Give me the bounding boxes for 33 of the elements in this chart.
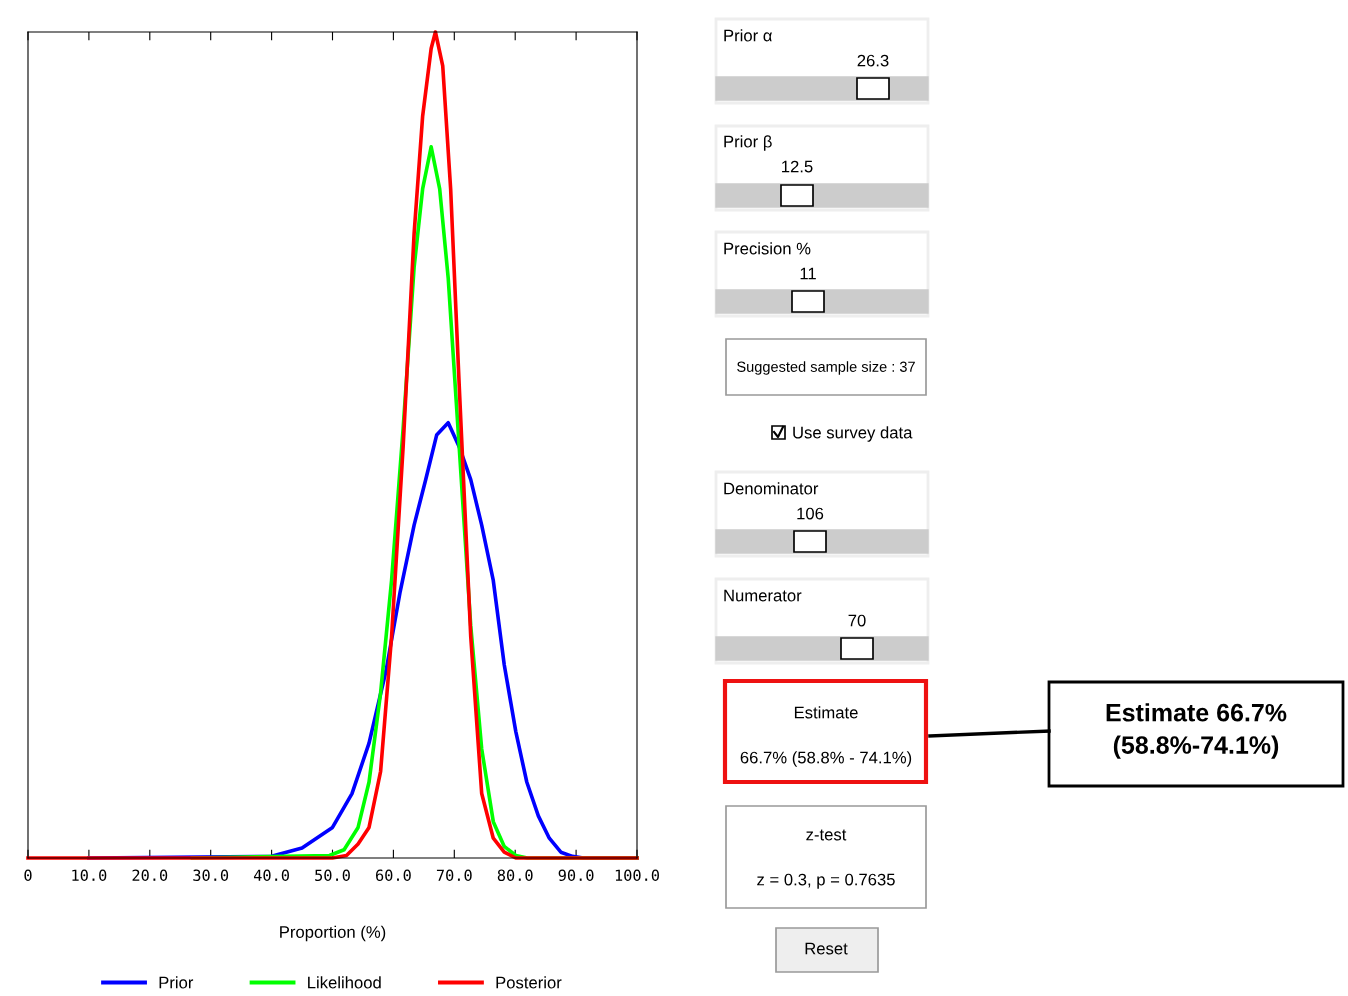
x-tick-label: 80.0 <box>497 869 533 882</box>
text: Estimate 66.7% (58.8%-74.1%) <box>1106 703 1287 759</box>
text: z-test <box>806 829 847 841</box>
text: Estimate <box>794 706 858 719</box>
text: Reset <box>805 942 848 955</box>
x-tick-label: 90.0 <box>558 869 594 882</box>
x-tick-label: 0 <box>24 869 32 882</box>
text: 12.5 <box>782 160 813 173</box>
x-axis-title: Proportion (%) <box>280 925 386 942</box>
legend-label: Likelihood <box>308 976 381 989</box>
text: Prior α <box>724 29 772 42</box>
text: 106 <box>797 507 824 520</box>
x-tick-label: 60.0 <box>376 869 411 882</box>
text: 70 <box>848 614 866 627</box>
text: 66.7% (58.8% - 74.1%) <box>740 751 912 767</box>
x-tick-label: 70.0 <box>436 869 472 882</box>
text: Prior β <box>724 135 772 151</box>
text: Precision % <box>724 242 811 255</box>
legend-label: Posterior <box>496 976 562 989</box>
text: 26.3 <box>857 54 889 67</box>
x-tick-label: 20.0 <box>132 869 168 882</box>
text: z = 0.3, p = 0.7635 <box>757 873 895 889</box>
x-tick-label: 30.0 <box>193 869 229 882</box>
text: Use survey data <box>793 426 913 442</box>
x-tick-label: 10.0 <box>72 869 107 882</box>
x-tick-label: 50.0 <box>315 869 350 882</box>
text: Numerator <box>724 589 802 602</box>
x-tick-label: 100.0 <box>615 869 659 882</box>
legend-label: Prior <box>159 976 194 989</box>
x-tick-label: 40.0 <box>253 869 290 882</box>
text: 11 <box>800 267 816 280</box>
text: Denominator <box>724 482 819 495</box>
text: Suggested sample size : 37 <box>737 361 915 375</box>
